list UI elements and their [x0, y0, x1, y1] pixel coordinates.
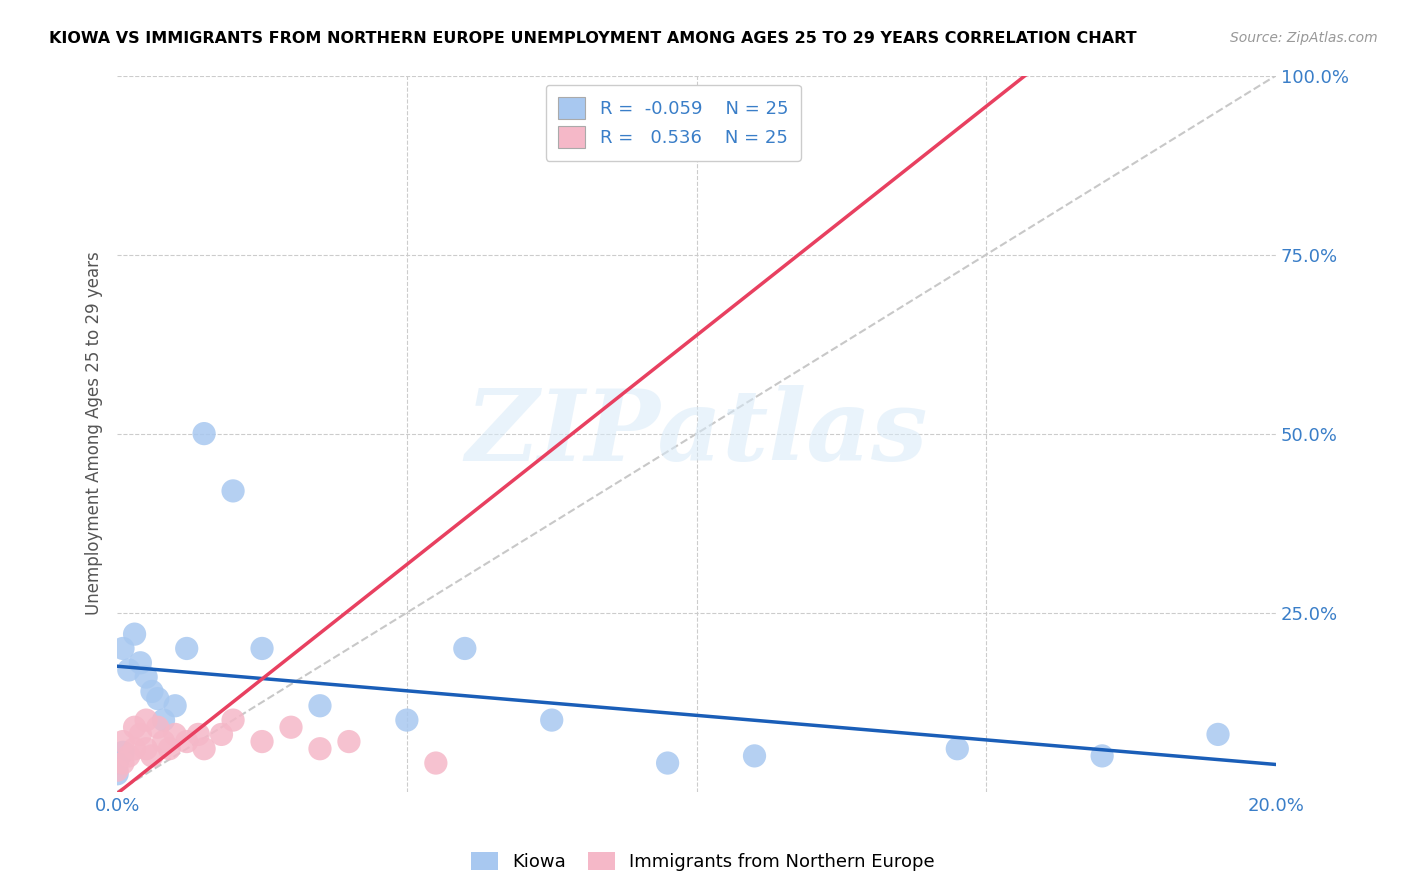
Point — [165, 698, 187, 713]
Point — [454, 641, 477, 656]
Legend: Kiowa, Immigrants from Northern Europe: Kiowa, Immigrants from Northern Europe — [464, 845, 942, 879]
Point — [118, 663, 141, 677]
Point — [157, 741, 180, 756]
Point — [141, 684, 163, 698]
Point — [744, 748, 766, 763]
Point — [540, 713, 562, 727]
Point — [146, 691, 169, 706]
Point — [165, 727, 187, 741]
Point — [111, 745, 134, 759]
Point — [135, 670, 157, 684]
Point — [124, 720, 146, 734]
Text: Source: ZipAtlas.com: Source: ZipAtlas.com — [1230, 31, 1378, 45]
Point — [129, 656, 152, 670]
Point — [280, 720, 302, 734]
Point — [193, 741, 215, 756]
Point — [309, 741, 332, 756]
Point — [657, 756, 679, 770]
Point — [1206, 727, 1229, 741]
Point — [118, 748, 141, 763]
Point — [211, 727, 233, 741]
Legend: R =  -0.059    N = 25, R =   0.536    N = 25: R = -0.059 N = 25, R = 0.536 N = 25 — [546, 85, 801, 161]
Point — [152, 734, 174, 748]
Point — [124, 741, 146, 756]
Point — [222, 713, 245, 727]
Point — [193, 426, 215, 441]
Text: ZIPatlas: ZIPatlas — [465, 385, 928, 482]
Point — [187, 727, 209, 741]
Point — [395, 713, 418, 727]
Point — [105, 756, 128, 770]
Point — [152, 713, 174, 727]
Point — [176, 641, 198, 656]
Point — [425, 756, 447, 770]
Point — [105, 766, 128, 780]
Point — [1091, 748, 1114, 763]
Point — [111, 734, 134, 748]
Point — [250, 641, 273, 656]
Point — [141, 748, 163, 763]
Y-axis label: Unemployment Among Ages 25 to 29 years: Unemployment Among Ages 25 to 29 years — [86, 252, 103, 615]
Point — [111, 641, 134, 656]
Point — [129, 727, 152, 741]
Text: KIOWA VS IMMIGRANTS FROM NORTHERN EUROPE UNEMPLOYMENT AMONG AGES 25 TO 29 YEARS : KIOWA VS IMMIGRANTS FROM NORTHERN EUROPE… — [49, 31, 1137, 46]
Point — [222, 483, 245, 498]
Point — [124, 627, 146, 641]
Point — [250, 734, 273, 748]
Point — [946, 741, 969, 756]
Point — [105, 763, 128, 777]
Point — [135, 713, 157, 727]
Point — [176, 734, 198, 748]
Point — [309, 698, 332, 713]
Point — [627, 97, 650, 112]
Point — [337, 734, 360, 748]
Point — [146, 720, 169, 734]
Point — [135, 741, 157, 756]
Point — [111, 756, 134, 770]
